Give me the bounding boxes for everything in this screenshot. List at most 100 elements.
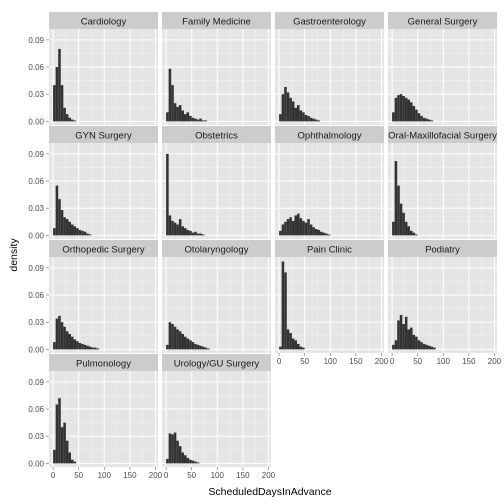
y-tick-label: 0.06 (28, 291, 44, 300)
histogram-bar (394, 340, 398, 350)
facet-panel: General Surgery (388, 12, 497, 125)
x-tick-label: 100 (437, 357, 451, 366)
facet-strip (275, 12, 384, 29)
histogram-bar (404, 221, 408, 236)
facet-strip (49, 126, 158, 143)
histogram-bar (286, 92, 290, 122)
histogram-bar (68, 333, 72, 350)
x-tick-label: 100 (211, 471, 225, 480)
histogram-bar (430, 120, 434, 122)
facet-panel: Otolaryngology (162, 240, 271, 353)
histogram-bar (63, 422, 66, 464)
histogram-bar (201, 234, 205, 236)
histogram-bar (173, 326, 177, 350)
histogram-bar (407, 226, 411, 236)
histogram-bar (420, 342, 423, 350)
histogram-bar (168, 322, 172, 350)
histogram-bar (284, 86, 287, 122)
x-tick-label: 200 (488, 357, 502, 366)
facet-label: Oral-Maxillofacial Surgery (388, 131, 497, 142)
histogram-bar (394, 97, 398, 122)
histogram-bar (189, 115, 192, 122)
histogram-bar (304, 222, 308, 236)
histogram-bar (196, 462, 200, 464)
histogram-bar (284, 272, 287, 350)
histogram-bar (71, 119, 74, 122)
histogram-bar (430, 346, 434, 350)
x-tick-label: 0 (51, 471, 56, 480)
histogram-bar (96, 348, 100, 350)
histogram-bar (184, 336, 187, 350)
x-tick-label: 0 (390, 357, 395, 366)
x-tick-label: 100 (98, 471, 112, 480)
facet-panel: Oral-Maxillofacial Surgery (388, 126, 497, 239)
facet-label: Pain Clinic (307, 245, 352, 256)
histogram-bar (63, 326, 66, 350)
histogram-bar (171, 324, 174, 350)
histogram-bar (304, 115, 308, 122)
facet-label: Pulmonology (76, 359, 131, 370)
facet-strip (275, 240, 384, 257)
x-tick-label: 200 (262, 471, 276, 480)
histogram-bar (178, 105, 182, 122)
facet-label: Family Medicine (182, 17, 251, 28)
facet-label: General Surgery (408, 17, 478, 28)
y-tick-label: 0.00 (28, 231, 44, 240)
histogram-bar (186, 457, 190, 464)
histogram-bar (297, 213, 300, 236)
histogram-bar (427, 119, 431, 122)
x-tick-label: 50 (187, 471, 196, 480)
facet-panel: Orthopedic Surgery 0.00 0.03 0.06 0.09 (28, 240, 158, 354)
histogram-bar (168, 215, 172, 236)
histogram-bar (294, 215, 298, 236)
histogram-bar (312, 118, 315, 122)
x-tick-label: 100 (324, 357, 338, 366)
histogram-bar (284, 221, 287, 236)
histogram-bar (417, 340, 421, 350)
histogram-bar (307, 115, 310, 122)
panel-background (275, 257, 384, 353)
histogram-bar (173, 103, 177, 122)
histogram-bar (201, 346, 205, 350)
histogram-bar (60, 210, 64, 236)
x-tick-label: 50 (74, 471, 83, 480)
histogram-bar (327, 234, 331, 236)
histogram-bar (415, 336, 418, 350)
facet-label: Urology/GU Surgery (174, 359, 260, 370)
facet-panel: Family Medicine (162, 12, 271, 125)
histogram-bar (410, 327, 413, 350)
histogram-bar (309, 117, 313, 122)
histogram-bar (412, 334, 416, 350)
histogram-bar (71, 336, 74, 350)
histogram-bar (279, 230, 282, 236)
facet-panel: Pain Clinic 0 50 100 150 200 (275, 240, 389, 366)
histogram-bar (184, 228, 187, 236)
histogram-bar (184, 114, 187, 122)
facet-strip (388, 126, 497, 143)
facet-strip (162, 12, 271, 29)
histogram-bar (171, 434, 174, 464)
histogram-bar (294, 107, 298, 122)
histogram-bar (91, 347, 95, 350)
histogram-bar (71, 224, 74, 236)
histogram-bar (176, 106, 179, 122)
facet-strip (275, 126, 384, 143)
histogram-bar (297, 343, 300, 350)
histogram-bar (402, 212, 405, 236)
y-tick-label: 0.03 (28, 90, 44, 99)
histogram-bar (297, 105, 300, 122)
histogram-bar (420, 115, 423, 122)
histogram-bar (325, 233, 328, 236)
histogram-bar (53, 85, 56, 122)
histogram-bar (407, 329, 411, 350)
histogram-bar (73, 461, 77, 464)
histogram-bar (410, 102, 413, 122)
histogram-bar (178, 331, 182, 350)
histogram-bar (299, 110, 303, 122)
x-tick-label: 200 (149, 471, 163, 480)
histogram-bar (181, 452, 185, 464)
y-tick-label: 0.03 (28, 432, 44, 441)
histogram-bar (194, 231, 197, 236)
facet-panel: Gastroenterology (275, 12, 384, 125)
